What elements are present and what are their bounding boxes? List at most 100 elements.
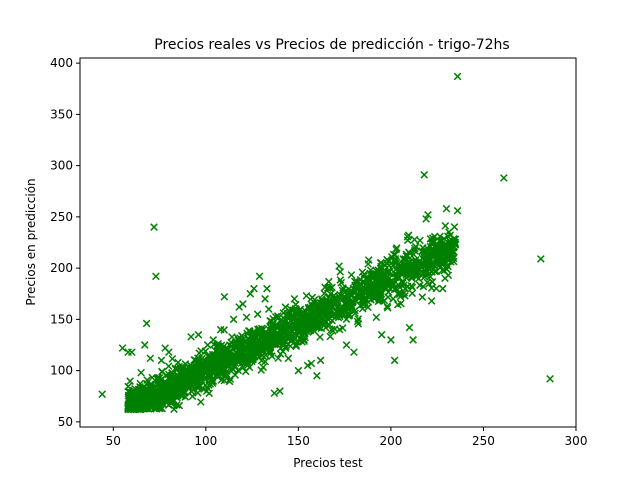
data-point	[150, 388, 158, 396]
data-point	[194, 330, 203, 339]
data-point	[164, 362, 173, 371]
data-point	[264, 305, 273, 313]
data-point	[261, 357, 270, 366]
data-point	[339, 284, 347, 292]
data-point	[428, 268, 436, 276]
data-point	[135, 393, 144, 402]
data-point	[392, 244, 401, 252]
data-point	[310, 295, 319, 304]
data-point	[168, 355, 177, 363]
data-point	[298, 314, 306, 323]
data-point	[394, 273, 402, 282]
data-point	[152, 382, 161, 391]
data-point	[404, 248, 413, 257]
data-point	[278, 331, 286, 339]
data-point	[442, 204, 451, 213]
data-point	[425, 254, 434, 263]
data-point	[247, 332, 256, 341]
data-point	[313, 371, 321, 380]
data-point	[269, 336, 278, 345]
data-point	[165, 348, 173, 357]
data-point	[280, 318, 289, 327]
data-point	[412, 266, 420, 275]
data-point	[307, 309, 315, 317]
data-point	[342, 303, 350, 312]
data-point	[410, 235, 419, 244]
x-tick-label: 200	[379, 434, 402, 448]
data-point	[284, 354, 293, 363]
data-point	[150, 223, 158, 231]
data-point	[418, 293, 427, 301]
data-points	[98, 72, 554, 414]
data-point	[276, 387, 284, 395]
data-point	[294, 328, 303, 337]
data-point	[287, 331, 296, 340]
data-point	[358, 268, 367, 276]
data-point	[217, 364, 225, 373]
data-point	[153, 375, 162, 383]
data-point	[371, 278, 380, 286]
data-point	[372, 313, 381, 322]
data-point	[255, 272, 264, 281]
data-point	[272, 331, 280, 339]
data-point	[148, 373, 157, 382]
data-point	[389, 295, 397, 303]
data-point	[124, 382, 132, 391]
data-point	[142, 319, 151, 328]
data-point	[405, 323, 414, 332]
data-point	[196, 398, 205, 406]
data-point	[201, 381, 210, 390]
data-point	[449, 257, 458, 266]
data-point	[257, 366, 265, 374]
data-point	[351, 296, 359, 304]
data-point	[190, 356, 199, 364]
data-point	[290, 294, 299, 303]
data-point	[324, 277, 333, 286]
data-point	[375, 296, 384, 305]
data-point	[308, 302, 317, 311]
data-point	[175, 362, 184, 371]
data-point	[273, 322, 281, 331]
data-point	[432, 284, 441, 293]
data-point	[499, 174, 508, 182]
data-point	[370, 294, 379, 303]
data-point	[146, 402, 155, 410]
data-point	[266, 317, 274, 325]
data-point	[232, 341, 240, 350]
data-point	[228, 364, 237, 373]
data-point	[157, 356, 166, 365]
data-point	[301, 333, 309, 342]
data-point	[427, 297, 436, 305]
data-point	[286, 342, 295, 350]
data-point	[387, 336, 395, 344]
data-point	[138, 384, 147, 393]
data-point	[131, 404, 140, 413]
data-point	[152, 272, 160, 281]
data-point	[129, 386, 138, 395]
data-point	[284, 321, 293, 330]
x-tick-label: 50	[106, 434, 121, 448]
data-point	[168, 369, 176, 378]
data-point	[384, 293, 392, 301]
data-point	[403, 232, 412, 241]
data-point	[257, 326, 265, 335]
y-tick-label: 150	[50, 312, 73, 326]
data-point	[222, 370, 231, 379]
data-point	[274, 338, 283, 347]
data-point	[332, 307, 341, 316]
data-point	[263, 284, 271, 293]
data-point	[173, 401, 181, 409]
data-point	[307, 359, 316, 368]
data-point	[136, 391, 145, 399]
data-point	[204, 352, 213, 361]
data-point	[361, 298, 369, 307]
data-point	[242, 356, 250, 365]
data-point	[396, 289, 405, 298]
data-point	[350, 348, 358, 357]
data-point	[404, 267, 412, 275]
data-point	[537, 255, 545, 263]
x-tick-label: 300	[565, 434, 588, 448]
data-point	[232, 356, 240, 365]
data-point	[292, 305, 300, 313]
